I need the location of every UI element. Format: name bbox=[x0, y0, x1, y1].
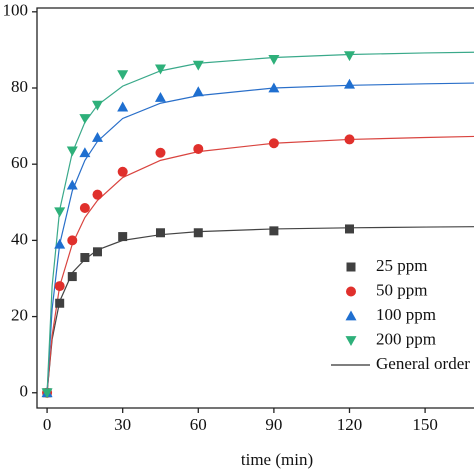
marker bbox=[154, 92, 166, 102]
x-tick-label: 150 bbox=[412, 415, 438, 434]
legend-label: 100 ppm bbox=[376, 305, 436, 324]
legend-marker bbox=[345, 310, 357, 321]
marker bbox=[54, 281, 65, 292]
marker bbox=[67, 272, 77, 282]
y-tick-label: 100 bbox=[3, 1, 29, 20]
legend-label: General order bbox=[376, 354, 470, 373]
marker bbox=[155, 228, 165, 238]
marker bbox=[269, 226, 279, 236]
marker bbox=[344, 224, 354, 234]
marker bbox=[79, 203, 90, 213]
marker bbox=[343, 51, 355, 62]
marker bbox=[117, 70, 129, 81]
marker bbox=[268, 82, 280, 93]
y-tick-label: 40 bbox=[11, 229, 28, 248]
y-tick-label: 60 bbox=[11, 153, 28, 172]
marker bbox=[343, 78, 355, 89]
marker bbox=[118, 232, 128, 242]
marker bbox=[54, 207, 66, 218]
marker bbox=[92, 247, 102, 257]
marker bbox=[66, 146, 78, 157]
marker bbox=[79, 147, 91, 158]
y-tick-label: 0 bbox=[20, 382, 29, 401]
x-tick-label: 0 bbox=[43, 415, 52, 434]
marker bbox=[193, 228, 203, 238]
legend-label: 200 ppm bbox=[376, 329, 436, 348]
marker bbox=[192, 60, 204, 71]
x-tick-label: 90 bbox=[265, 415, 282, 434]
marker bbox=[66, 179, 78, 190]
legend-label: 25 ppm bbox=[376, 256, 427, 275]
marker bbox=[192, 86, 204, 97]
marker bbox=[91, 100, 103, 111]
marker bbox=[268, 138, 279, 149]
marker bbox=[91, 132, 103, 142]
legend-label: 50 ppm bbox=[376, 280, 427, 299]
marker bbox=[41, 388, 53, 399]
marker bbox=[268, 55, 280, 65]
marker bbox=[344, 134, 355, 145]
x-tick-label: 30 bbox=[114, 415, 131, 434]
x-axis-label: time (min) bbox=[241, 450, 313, 469]
marker bbox=[154, 64, 166, 75]
x-tick-label: 120 bbox=[337, 415, 363, 434]
y-tick-label: 20 bbox=[11, 305, 28, 324]
legend-marker bbox=[346, 286, 356, 297]
marker bbox=[117, 101, 129, 112]
marker bbox=[67, 235, 78, 246]
marker bbox=[92, 189, 103, 200]
legend-marker bbox=[345, 336, 357, 346]
marker bbox=[55, 298, 65, 308]
y-tick-label: 80 bbox=[11, 77, 28, 96]
marker bbox=[79, 114, 91, 124]
axis-frame bbox=[36, 7, 474, 409]
legend-marker bbox=[346, 262, 356, 272]
marker bbox=[193, 143, 204, 154]
marker bbox=[80, 253, 90, 263]
marker bbox=[155, 147, 166, 158]
marker bbox=[117, 166, 128, 177]
marker bbox=[54, 238, 66, 249]
x-tick-label: 60 bbox=[190, 415, 207, 434]
